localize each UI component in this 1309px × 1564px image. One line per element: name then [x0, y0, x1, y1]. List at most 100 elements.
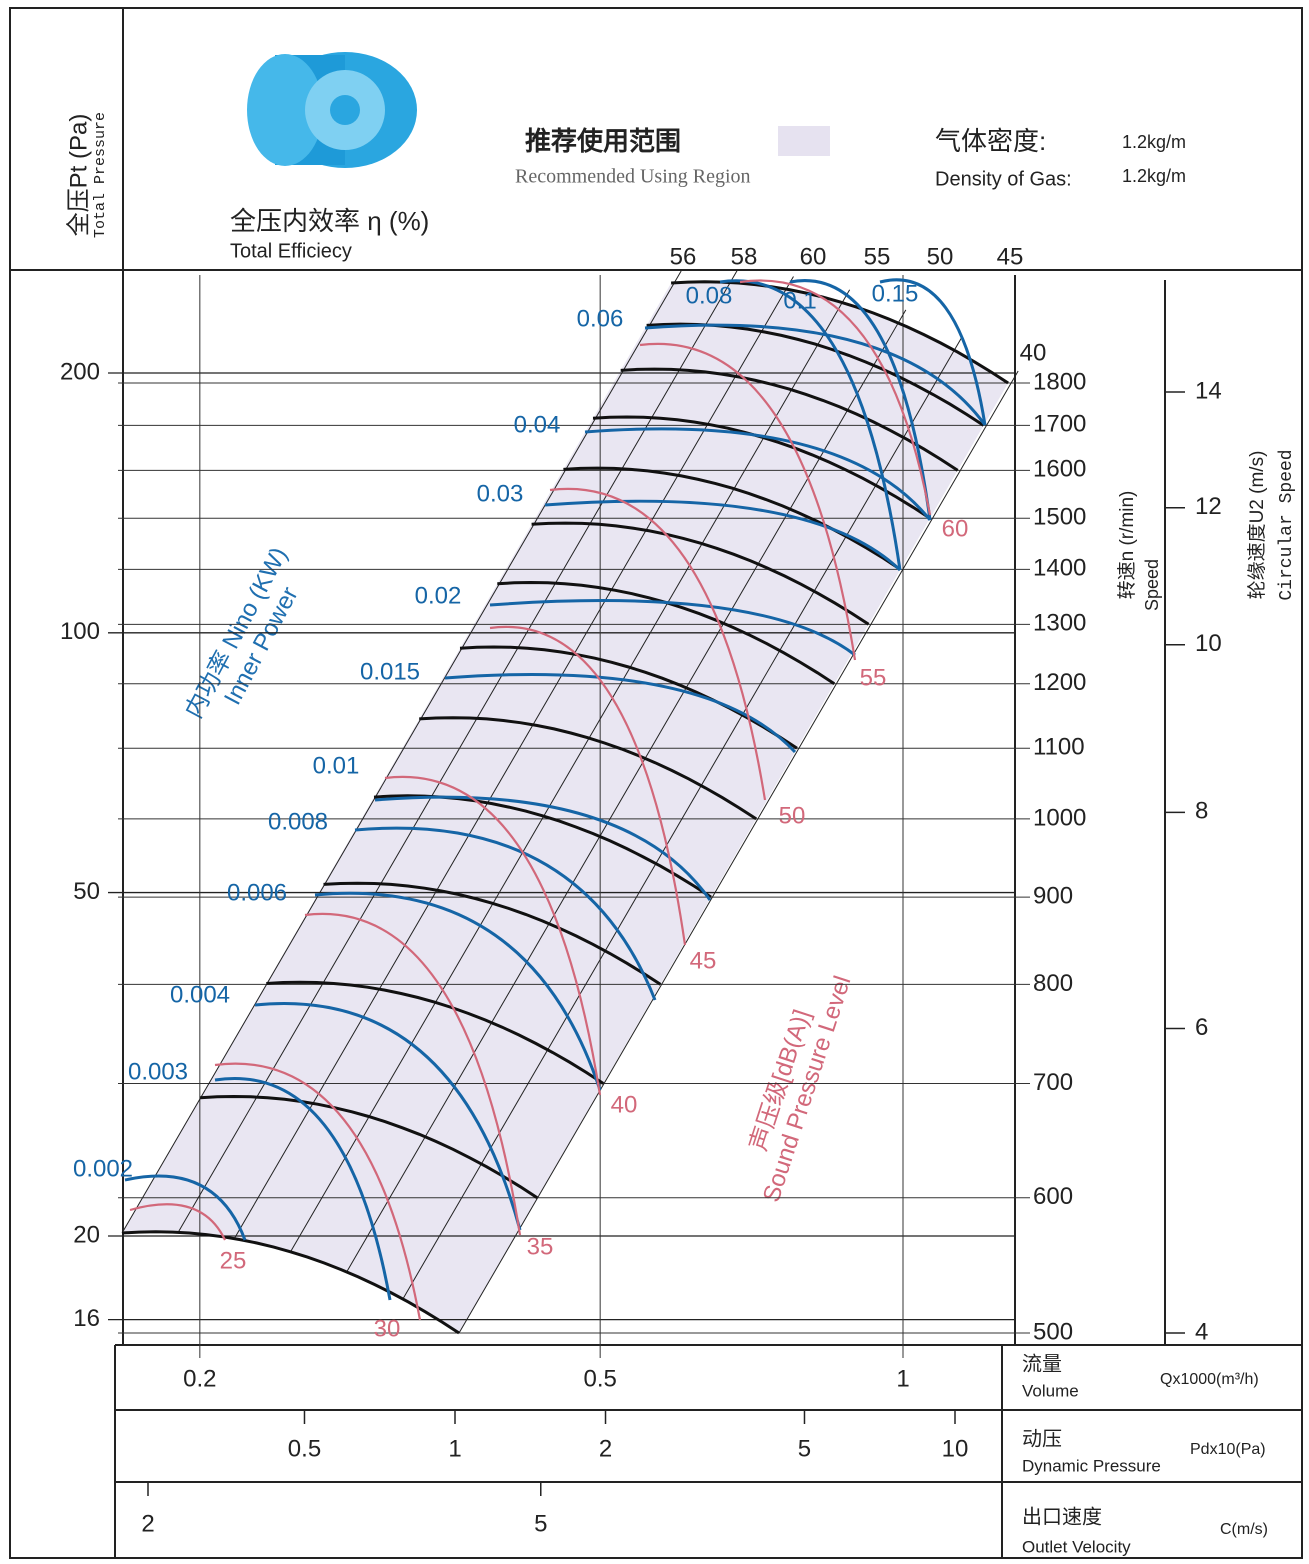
speed-tick-label: 1300	[1033, 610, 1086, 637]
outlet-tick-label: 2	[141, 1510, 154, 1537]
efficiency-line	[233, 276, 794, 1239]
sound-title-group: 声压级[dB(A)] Sound Pressure Level	[745, 972, 856, 1205]
power-label: 0.03	[477, 480, 524, 507]
circular-tick-label: 6	[1195, 1014, 1208, 1041]
speed-curve	[459, 645, 798, 750]
efficiency-label: 58	[731, 243, 758, 270]
outlet-unit: C(m/s)	[1220, 1521, 1268, 1538]
power-curve	[354, 826, 657, 1001]
power-title-group: 内功率 Nino (KW) Inner Power	[180, 543, 303, 723]
power-curve	[254, 1002, 522, 1231]
volume-unit: Qx1000(m³/h)	[1160, 1371, 1259, 1388]
sound-label: 55	[860, 664, 887, 691]
sound-curve	[384, 775, 602, 1096]
dynamic-title-en: Dynamic Pressure	[1022, 1456, 1161, 1475]
efficiency-label: 45	[997, 243, 1024, 270]
speed-title: 转速n (r/min)	[1116, 491, 1138, 600]
speed-tick-label: 1100	[1033, 734, 1085, 761]
density-value-en: 1.2kg/m	[1122, 166, 1186, 186]
power-label: 0.01	[313, 752, 360, 779]
speed-curve	[266, 980, 605, 1085]
sound-curve	[639, 342, 857, 661]
efficiency-label: 55	[864, 243, 891, 270]
dynamic-tick-label: 10	[942, 1435, 969, 1462]
efficiency-label: 50	[927, 243, 954, 270]
power-curve	[374, 795, 712, 901]
power-curve	[444, 673, 797, 754]
speed-curve	[531, 521, 870, 626]
power-curve	[719, 279, 902, 571]
circular-tick-label: 4	[1195, 1318, 1208, 1345]
speed-tick-label: 1500	[1033, 504, 1086, 531]
power-curve	[789, 279, 932, 521]
speed-tick-label: 800	[1033, 970, 1073, 997]
speed-tick-label: 1200	[1033, 669, 1086, 696]
recommended-region	[122, 281, 1009, 1333]
speed-tick-label: 500	[1033, 1318, 1073, 1345]
pressure-tick-label: 16	[73, 1305, 100, 1332]
sound-label: 50	[779, 802, 806, 829]
power-label: 0.015	[360, 658, 420, 685]
circular-tick-label: 10	[1195, 630, 1222, 657]
dynamic-tick-label: 0.5	[288, 1435, 321, 1462]
sound-label: 60	[942, 515, 969, 542]
sound-curve	[129, 1203, 226, 1241]
efficiency-line	[402, 336, 963, 1300]
outlet-title: 出口速度	[1022, 1505, 1102, 1528]
dynamic-tick-label: 2	[599, 1435, 612, 1462]
speed-tick-label: 1400	[1033, 555, 1086, 582]
dynamic-unit: Pdx10(Pa)	[1190, 1441, 1266, 1458]
power-label: 0.15	[872, 280, 919, 307]
dynamic-title: 动压	[1022, 1427, 1062, 1450]
power-label: 0.008	[268, 808, 328, 835]
density-title: 气体密度:	[935, 126, 1046, 156]
legend-swatch	[778, 126, 830, 156]
speed-curve	[121, 1230, 460, 1335]
circular-title: 轮缘速度U2 (m/s)	[1246, 451, 1268, 600]
speed-title-en: Speed	[1142, 559, 1162, 611]
efficiency-label: 60	[800, 243, 827, 270]
efficiency-line	[458, 370, 1019, 1334]
speed-tick-label: 700	[1033, 1069, 1073, 1096]
pressure-title-en: Total Pressure	[92, 112, 109, 238]
efficiency-line	[346, 309, 907, 1273]
sound-label: 30	[374, 1315, 401, 1342]
power-curve	[314, 891, 602, 1091]
power-curve	[644, 323, 987, 426]
density-title-en: Density of Gas:	[935, 168, 1072, 190]
sound-label: 40	[611, 1091, 638, 1118]
speed-tick-label: 1600	[1033, 456, 1086, 483]
pressure-tick-label: 100	[60, 618, 100, 645]
efficiency-title: 全压内效率 η (%)	[230, 206, 429, 236]
volume-tick-label: 0.2	[183, 1365, 216, 1392]
circular-tick-label: 14	[1195, 377, 1222, 404]
power-curve	[124, 1174, 247, 1241]
volume-title-en: Volume	[1022, 1381, 1079, 1400]
sound-label: 45	[690, 947, 717, 974]
sound-curve	[549, 487, 767, 801]
dynamic-tick-label: 1	[448, 1435, 461, 1462]
power-curve	[489, 599, 856, 657]
outlet-title-en: Outlet Velocity	[1022, 1537, 1131, 1556]
speed-curve	[419, 716, 758, 821]
pressure-tick-label: 50	[73, 878, 100, 905]
sound-curve	[739, 279, 932, 516]
sound-label: 25	[220, 1247, 247, 1274]
volume-title: 流量	[1022, 1352, 1062, 1375]
speed-tick-label: 600	[1033, 1183, 1073, 1210]
power-label: 0.02	[415, 582, 462, 609]
power-curve	[879, 278, 987, 426]
speed-curve	[323, 881, 662, 986]
power-curve	[214, 1077, 392, 1301]
efficiency-label: 56	[670, 243, 697, 270]
speed-tick-label: 1000	[1033, 804, 1086, 831]
power-label: 0.002	[73, 1155, 133, 1182]
sound-curve	[489, 625, 687, 946]
sound-curve	[304, 912, 522, 1236]
speed-tick-label: 1800	[1033, 368, 1086, 395]
fan-icon	[247, 52, 417, 168]
power-label: 0.003	[128, 1058, 188, 1085]
power-label: 0.08	[686, 282, 733, 309]
density-value: 1.2kg/m	[1122, 132, 1186, 152]
